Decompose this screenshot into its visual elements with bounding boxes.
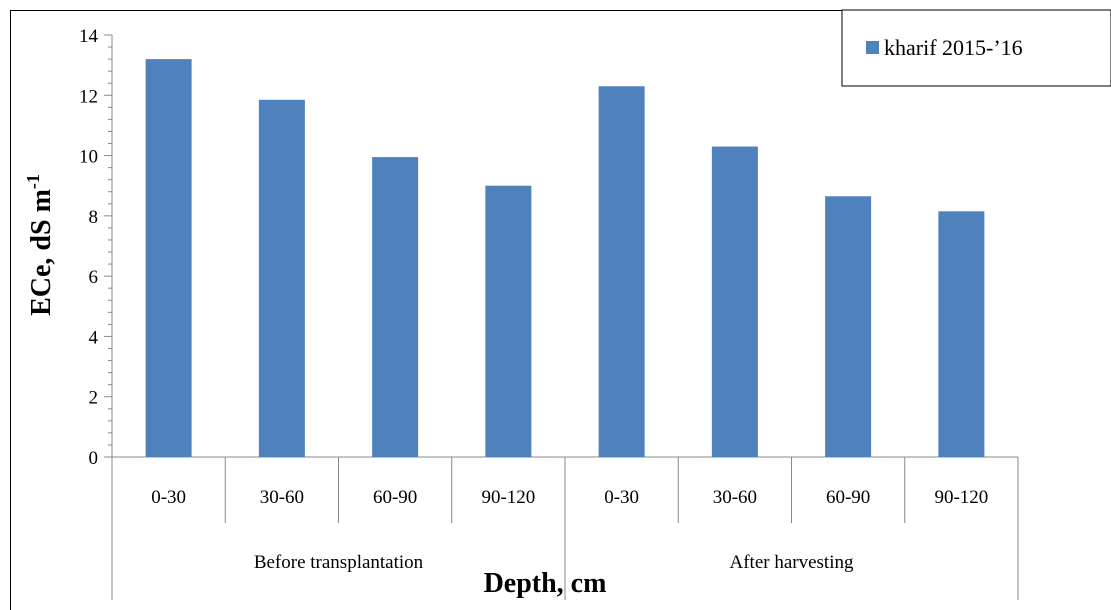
y-tick-label: 14 xyxy=(79,26,99,47)
bar xyxy=(938,211,985,457)
y-axis-title-superscript: -1 xyxy=(23,174,43,189)
y-tick-label: 2 xyxy=(89,388,99,409)
x-tick-label: 30-60 xyxy=(713,487,757,508)
group-labels: Before transplantation After harvesting xyxy=(254,552,854,573)
chart-frame xyxy=(10,10,1111,610)
y-tick-label: 4 xyxy=(89,327,99,348)
y-tick-label: 8 xyxy=(89,207,99,228)
bar xyxy=(145,59,192,457)
axes xyxy=(104,34,1019,600)
x-tick-label: 0-30 xyxy=(151,487,186,508)
x-tick-label: 90-120 xyxy=(481,487,535,508)
legend-label: kharif 2015-’16 xyxy=(884,35,1023,60)
bar xyxy=(598,86,645,457)
bar xyxy=(258,99,305,458)
bar xyxy=(711,146,758,457)
y-axis-title: ECe, dS m-1 xyxy=(23,174,57,316)
legend-swatch xyxy=(866,41,879,54)
y-tick-labels: 0 2 4 6 8 10 12 14 xyxy=(79,26,99,469)
x-tick-labels: 0-30 30-60 60-90 90-120 0-30 30-60 60-90 90-120 xyxy=(151,487,988,508)
bar xyxy=(485,185,532,457)
x-group-label: Before transplantation xyxy=(254,552,424,573)
y-tick-label: 10 xyxy=(79,147,98,168)
y-tick-label: 12 xyxy=(79,86,98,107)
bar xyxy=(372,157,419,458)
x-axis-title: Depth, cm xyxy=(484,568,607,599)
x-tick-label: 60-90 xyxy=(826,487,870,508)
y-axis-title-text: ECe, dS m xyxy=(26,189,57,316)
x-tick-label: 30-60 xyxy=(260,487,304,508)
x-tick-label: 0-30 xyxy=(604,487,639,508)
legend: kharif 2015-’16 xyxy=(841,9,1111,87)
y-tick-label: 6 xyxy=(89,267,99,288)
bars xyxy=(145,59,985,458)
x-group-label: After harvesting xyxy=(730,552,854,573)
legend-box xyxy=(841,9,1111,87)
x-tick-label: 60-90 xyxy=(373,487,417,508)
x-tick-label: 90-120 xyxy=(934,487,988,508)
y-tick-label: 0 xyxy=(89,448,99,469)
bar xyxy=(825,196,872,457)
